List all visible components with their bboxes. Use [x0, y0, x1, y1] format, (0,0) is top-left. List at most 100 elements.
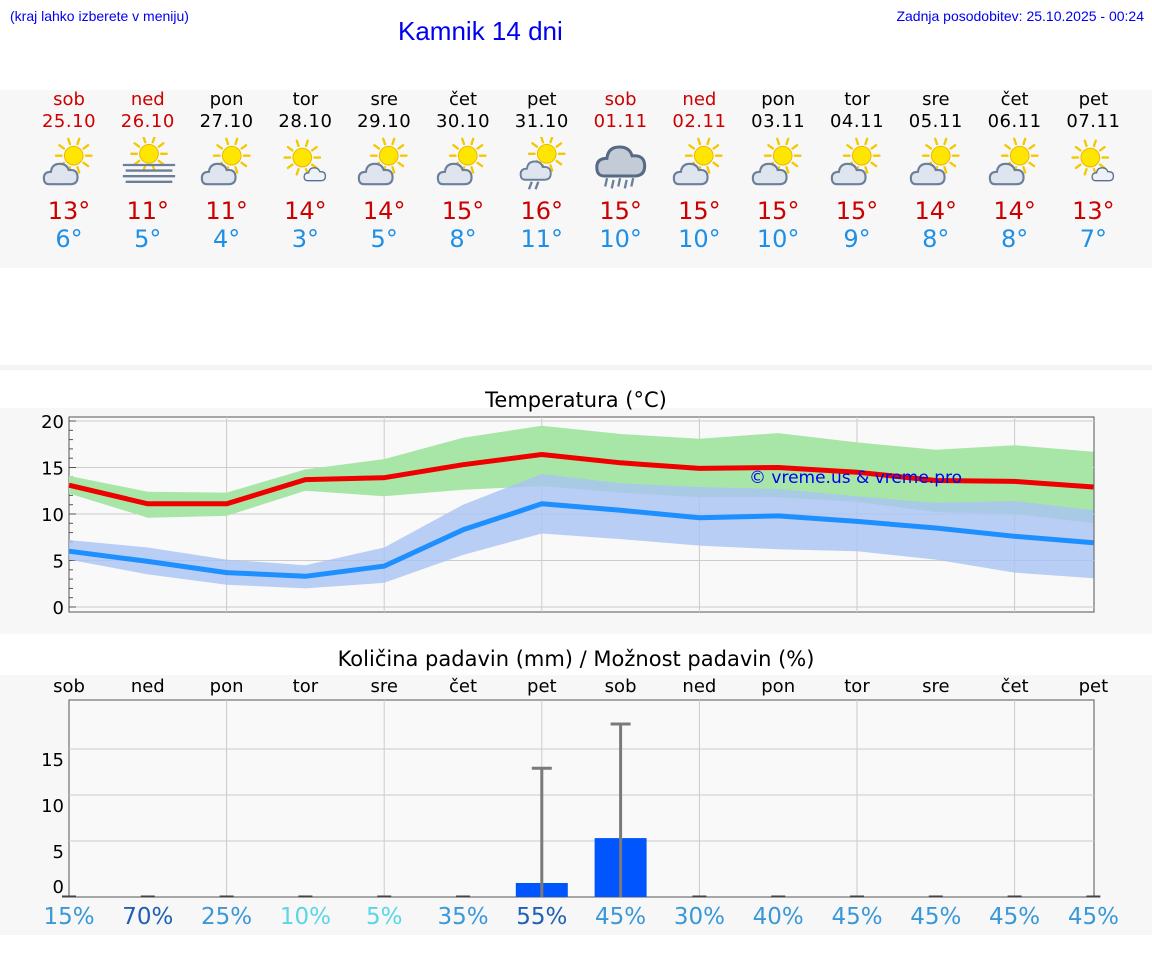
day-name: čet	[1000, 89, 1029, 110]
precip-day-label: tor	[292, 676, 319, 697]
day-date: 03.11	[751, 111, 806, 132]
day-date: 04.11	[829, 111, 885, 132]
location-menu-hint[interactable]: (kraj lahko izberete v meniju)	[10, 8, 189, 24]
precip-probability: 25%	[201, 904, 253, 930]
precip-day-label: ned	[682, 676, 717, 697]
temp-chart-title: Temperatura (°C)	[485, 388, 667, 412]
day-column: sre 29.10 14° 5°	[344, 89, 424, 259]
y-tick-label: 20	[41, 412, 64, 433]
day-name: sob	[53, 89, 85, 110]
day-column: čet 30.10 15° 8°	[423, 89, 503, 259]
precip-day-label: sob	[604, 676, 637, 697]
precip-probability: 40%	[752, 904, 804, 930]
min-temp-line	[68, 501, 1094, 579]
max-temp: 15°	[756, 197, 800, 225]
precip-probability: 5%	[365, 904, 403, 930]
temperature-chart: 0 5 10 15 20 © vreme.us & vreme.pro	[41, 412, 1095, 619]
sun-small-cloud-icon	[1066, 137, 1122, 193]
day-name: tor	[844, 89, 870, 110]
min-temp: 10°	[678, 225, 721, 253]
day-column: čet 06.11 14° 8°	[975, 89, 1055, 259]
precip-day-label: čet	[1000, 676, 1029, 697]
day-date: 28.10	[278, 111, 333, 132]
max-temp: 14°	[284, 197, 327, 225]
precip-probability: 30%	[673, 904, 725, 930]
day-column: pet 07.11 13° 7°	[1053, 89, 1133, 259]
precip-day-label: sob	[53, 676, 85, 697]
day-column: sre 05.11 14° 8°	[896, 89, 976, 259]
day-name: pon	[209, 89, 244, 110]
day-date: 30.10	[435, 111, 491, 132]
sun-small-cloud-icon	[278, 137, 334, 193]
day-column: pet 31.10 16° 11°	[502, 89, 582, 259]
day-date: 02.11	[672, 111, 727, 132]
precip-day-label: pon	[761, 676, 796, 697]
max-temp-line	[68, 452, 1094, 507]
separator	[0, 365, 1152, 370]
watermark: © vreme.us & vreme.pro	[749, 468, 962, 488]
forecast-band	[0, 90, 1152, 268]
day-date: 01.11	[593, 111, 648, 132]
partly-cloudy-icon	[672, 137, 728, 193]
partly-cloudy-icon	[200, 137, 256, 193]
precip-day-label: pon	[209, 676, 244, 697]
day-name: pet	[527, 89, 557, 110]
precip-day-label: sre	[922, 676, 950, 697]
min-temp: 7°	[1079, 225, 1108, 253]
precip-chart-title: Količina padavin (mm) / Možnost padavin …	[337, 647, 815, 671]
min-temp: 8°	[922, 225, 950, 253]
day-date: 31.10	[514, 111, 569, 132]
min-temp: 3°	[291, 225, 320, 253]
min-temp: 5°	[370, 225, 398, 253]
precip-probability: 55%	[516, 904, 568, 930]
max-temp: 11°	[205, 197, 248, 225]
day-name: sob	[604, 89, 637, 110]
day-date: 26.10	[120, 111, 175, 132]
y-tick-label: 5	[53, 552, 64, 573]
day-name: tor	[292, 89, 319, 110]
precip-day-label: ned	[130, 676, 165, 697]
precip-probability: 45%	[910, 904, 962, 930]
day-name: pon	[761, 89, 796, 110]
partly-cloudy-icon	[436, 137, 492, 193]
day-column: ned 02.11 15° 10°	[659, 89, 739, 259]
precip-probability: 70%	[122, 904, 174, 930]
y-tick-label: 15	[41, 750, 64, 771]
precip-day-label: tor	[844, 676, 870, 697]
precip-day-label: čet	[448, 676, 478, 697]
partly-cloudy-rain-icon	[515, 135, 571, 193]
y-tick-label: 0	[53, 877, 64, 898]
max-temp: 14°	[362, 197, 406, 225]
day-column: tor 28.10 14° 3°	[265, 89, 345, 259]
min-temp: 10°	[756, 225, 800, 253]
precip-probability: 35%	[437, 904, 489, 930]
last-update: Zadnja posodobitev: 25.10.2025 - 00:24	[896, 8, 1144, 24]
max-temp: 15°	[835, 197, 879, 225]
day-column: pon 03.11 15° 10°	[738, 89, 818, 259]
min-temp: 8°	[449, 225, 477, 253]
max-temp: 13°	[47, 197, 91, 225]
y-tick-label: 5	[53, 842, 64, 863]
day-name: sre	[370, 89, 398, 110]
max-temp: 15°	[441, 197, 485, 225]
max-temp: 16°	[520, 197, 564, 225]
partly-cloudy-icon	[357, 137, 413, 193]
precip-probability: 45%	[989, 904, 1041, 930]
day-date: 05.11	[908, 111, 963, 132]
min-temp: 5°	[134, 225, 162, 253]
max-temp: 15°	[678, 197, 721, 225]
precipitation-chart: 0 5 10 15	[41, 699, 1101, 898]
day-name: čet	[448, 89, 478, 110]
partly-cloudy-icon	[751, 137, 807, 193]
max-temp: 14°	[993, 197, 1036, 225]
max-temp: 11°	[126, 197, 170, 225]
day-column: sob 01.11 15° 10°	[581, 89, 661, 259]
page-title: Kamnik 14 dni	[398, 16, 563, 46]
sun-fog-icon	[121, 135, 177, 193]
min-temp: 4°	[212, 225, 241, 253]
day-name: ned	[130, 89, 165, 110]
precip-probability: 45%	[831, 904, 883, 930]
min-temp: 9°	[843, 225, 871, 253]
precip-probability: 15%	[43, 904, 95, 930]
min-temp: 11°	[520, 225, 564, 253]
